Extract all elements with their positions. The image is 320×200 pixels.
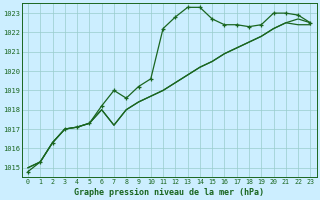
X-axis label: Graphe pression niveau de la mer (hPa): Graphe pression niveau de la mer (hPa) — [74, 188, 264, 197]
